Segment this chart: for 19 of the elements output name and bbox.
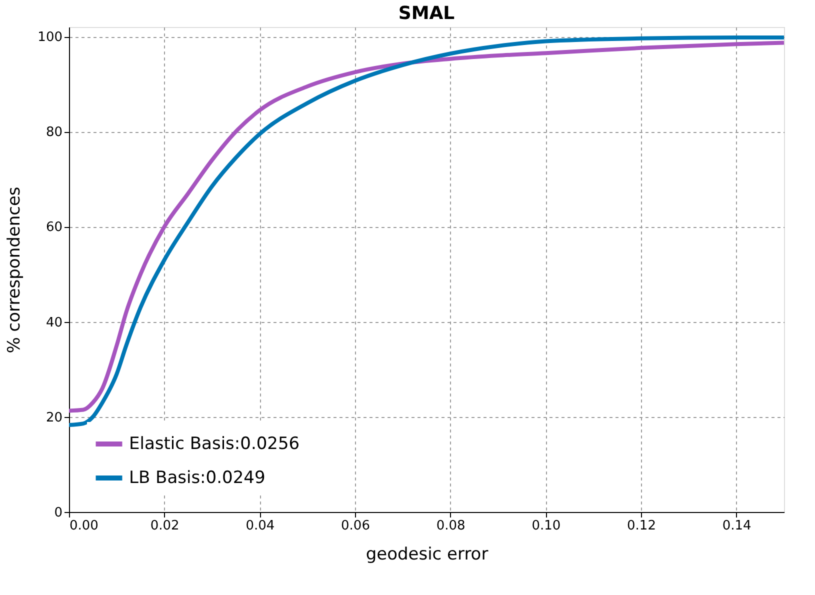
legend-label: LB Basis:0.0249 xyxy=(129,468,266,488)
y-tick-label: 40 xyxy=(46,315,62,330)
x-tick-label: 0.02 xyxy=(150,518,180,534)
x-tick-label: 0.08 xyxy=(436,518,466,534)
y-tick-label: 60 xyxy=(46,220,62,236)
y-tick-label: 80 xyxy=(46,125,62,140)
x-tick-label: 0.12 xyxy=(627,518,656,534)
x-tick-label: 0.06 xyxy=(341,518,370,534)
legend-label: Elastic Basis:0.0256 xyxy=(129,434,300,454)
x-tick-label: 0.10 xyxy=(532,518,561,534)
x-axis-title: geodesic error xyxy=(366,544,488,564)
x-tick-label: 0.00 xyxy=(70,518,98,534)
chart-title: SMAL xyxy=(398,3,455,24)
y-tick-label: 20 xyxy=(46,410,62,426)
y-axis-title: % correspondences xyxy=(4,186,25,354)
y-tick-label: 100 xyxy=(38,30,62,46)
x-tick-label: 0.14 xyxy=(722,518,752,534)
x-tick-label: 0.04 xyxy=(246,518,275,534)
y-tick-label: 0 xyxy=(54,506,62,520)
